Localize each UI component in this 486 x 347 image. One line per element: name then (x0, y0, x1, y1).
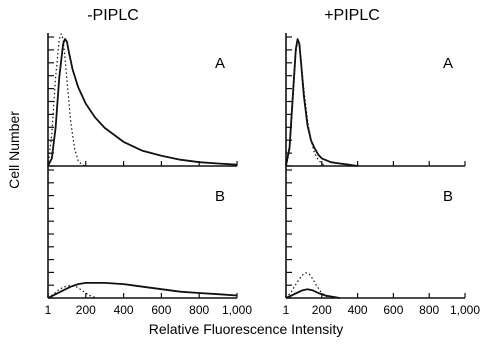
x-axis-title: Relative Fluorescence Intensity (149, 321, 344, 337)
series-dotted-piplc-A (285, 40, 326, 167)
x-tick-label: 800 (419, 303, 439, 317)
column-title-minus-piplc: -PIPLC (87, 7, 139, 24)
series-solid-piplc-A (47, 38, 238, 167)
row-label-A: A (215, 55, 225, 72)
series-solid-piplc-A (285, 38, 358, 167)
column-title-plus-piplc: +PIPLC (324, 7, 380, 24)
x-tick-label: 400 (348, 303, 368, 317)
x-tick-label: 800 (189, 303, 209, 317)
row-label-A: A (443, 55, 453, 72)
x-tick-label: 1 (45, 303, 52, 317)
x-tick-label: 200 (76, 303, 96, 317)
panels: A B A B (47, 33, 466, 299)
x-tick-label: 400 (114, 303, 134, 317)
x-tick-label: 600 (383, 303, 403, 317)
x-tick-label: 1,000 (450, 303, 480, 317)
series-solid-piplc-B (47, 281, 238, 299)
row-label-B: B (443, 188, 453, 205)
x-tick-label: 1 (283, 303, 290, 317)
x-tick-labels-left: 1 200 400 600 800 1,000 (45, 303, 253, 317)
series-dotted-piplc-A (47, 33, 86, 167)
x-tick-label: 1,000 (222, 303, 252, 317)
x-tick-label: 200 (312, 303, 332, 317)
series-dotted-piplc-B (285, 272, 330, 299)
row-label-B: B (215, 188, 225, 205)
x-tick-labels-right: 1 200 400 600 800 1,000 (283, 303, 481, 317)
series-dotted-piplc-B (47, 284, 98, 299)
y-axis-title: Cell Number (6, 111, 22, 189)
x-tick-label: 600 (151, 303, 171, 317)
series-solid-piplc-B (285, 288, 340, 299)
